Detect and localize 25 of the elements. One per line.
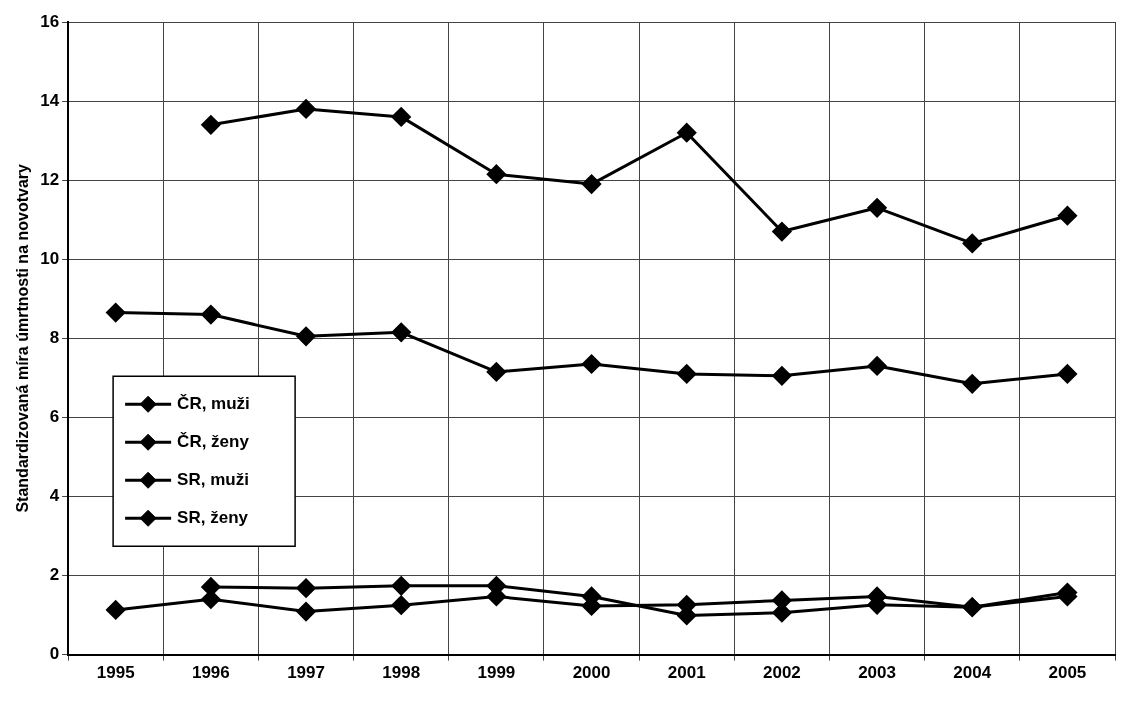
y-tick-label: 6 bbox=[49, 407, 60, 427]
y-tick-label: 10 bbox=[40, 248, 60, 268]
x-tick-label: 2004 bbox=[953, 663, 992, 683]
y-tick-label: 4 bbox=[49, 486, 60, 506]
y-tick-label: 16 bbox=[40, 11, 60, 31]
legend-label: ČR, muži bbox=[177, 393, 250, 413]
legend-label: SR, ženy bbox=[177, 507, 249, 527]
x-tick-label: 2002 bbox=[762, 663, 801, 683]
x-tick-label: 1998 bbox=[382, 663, 421, 683]
y-tick-label: 12 bbox=[40, 169, 60, 189]
x-tick-label: 2003 bbox=[858, 663, 896, 683]
y-tick-label: 0 bbox=[49, 644, 60, 664]
legend-label: SR, muži bbox=[177, 469, 249, 489]
legend-label: ČR, ženy bbox=[177, 431, 250, 451]
x-tick-label: 2000 bbox=[572, 663, 611, 683]
y-tick-label: 8 bbox=[49, 327, 60, 347]
x-tick-label: 1995 bbox=[96, 663, 135, 683]
x-tick-label: 2001 bbox=[667, 663, 706, 683]
y-axis-title: Standardizovaná míra úmrtnosti na novotvary bbox=[14, 163, 32, 513]
y-tick-label: 14 bbox=[40, 90, 60, 110]
y-tick-label: 2 bbox=[49, 565, 60, 585]
x-tick-label: 1997 bbox=[287, 663, 325, 683]
x-tick-label: 1996 bbox=[191, 663, 230, 683]
x-tick-label: 2005 bbox=[1048, 663, 1087, 683]
x-tick-label: 1999 bbox=[477, 663, 516, 683]
